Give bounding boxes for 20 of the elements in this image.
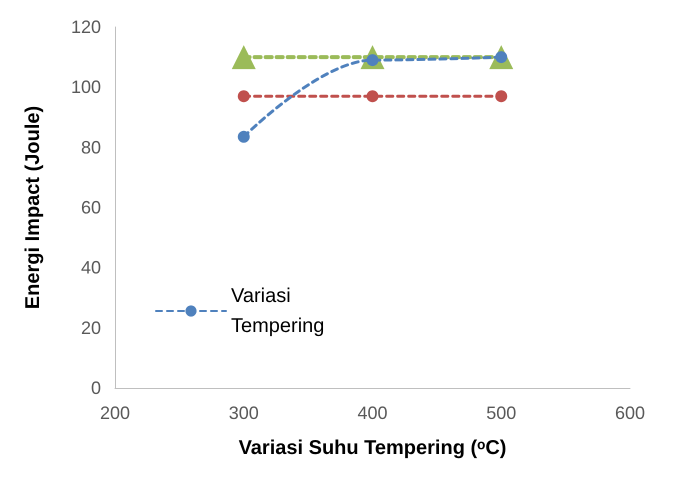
point: [232, 45, 256, 70]
point: [366, 90, 378, 102]
y-tick-label: 80: [80, 137, 101, 158]
x-tick-label: 200: [100, 403, 130, 423]
x-tick-label: 600: [614, 403, 646, 423]
point: [238, 130, 250, 143]
x-axis-title: Variasi Suhu Tempering (ᵒC): [238, 437, 506, 459]
y-tick-label: 0: [90, 378, 101, 398]
x-tick-label: 400: [357, 403, 388, 423]
y-tick-label: 20: [80, 318, 101, 338]
point: [495, 90, 508, 102]
y-tick-label: 40: [80, 258, 101, 278]
y-axis-title: Energi Impact (Joule): [22, 106, 44, 310]
y-tick-label: 60: [80, 198, 101, 218]
legend-label: Variasi Tempering: [231, 285, 324, 337]
point: [238, 90, 250, 102]
y-tick-label: 100: [70, 77, 101, 98]
x-tick-label: 500: [486, 403, 516, 423]
x-tick-label: 300: [228, 403, 259, 423]
y-tick-label: 120: [70, 17, 101, 37]
